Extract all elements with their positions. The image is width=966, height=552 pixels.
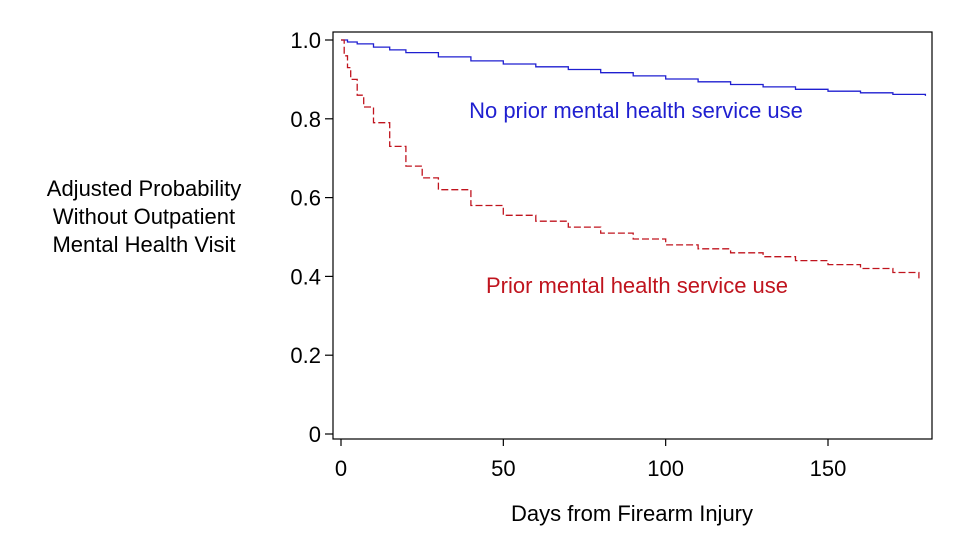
- y-tick-label: 1.0: [290, 28, 321, 53]
- series-layer: [341, 39, 927, 279]
- y-tick-label: 0.8: [290, 107, 321, 132]
- y-axis-title: Adjusted Probability Without Outpatient …: [47, 176, 241, 257]
- y-tick-label: 0.6: [290, 186, 321, 211]
- y-axis-title-line-2: Without Outpatient: [53, 204, 235, 229]
- x-tick-label: 50: [491, 456, 515, 481]
- x-tick-label: 0: [335, 456, 347, 481]
- y-axis-title-line-3: Mental Health Visit: [52, 232, 235, 257]
- series-line-no-prior-use: [341, 39, 927, 96]
- series-line-prior-use: [341, 39, 920, 279]
- annotation-prior-use: Prior mental health service use: [486, 273, 788, 298]
- y-axis-title-line-1: Adjusted Probability: [47, 176, 241, 201]
- y-tick-label: 0.2: [290, 343, 321, 368]
- x-axis-title: Days from Firearm Injury: [511, 501, 753, 526]
- ticks-layer: 0 50 100 150 0 0.2 0.4 0.6 0.8 1.0: [290, 28, 846, 481]
- y-tick-label: 0: [309, 422, 321, 447]
- annotation-no-prior-use: No prior mental health service use: [469, 98, 803, 123]
- x-tick-label: 150: [810, 456, 847, 481]
- x-tick-label: 100: [647, 456, 684, 481]
- y-tick-label: 0.4: [290, 264, 321, 289]
- plot-frame: [332, 31, 933, 440]
